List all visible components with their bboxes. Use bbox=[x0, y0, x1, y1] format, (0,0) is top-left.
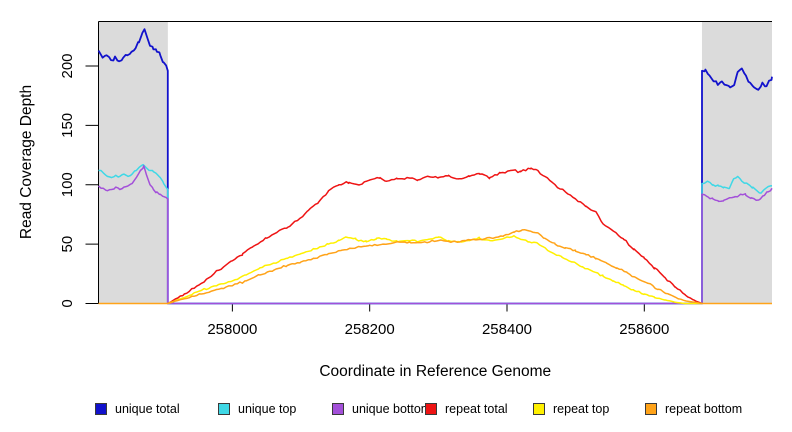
legend-swatch bbox=[218, 403, 230, 415]
legend-label: repeat total bbox=[445, 402, 508, 416]
legend: unique total unique top unique bottom repea… bbox=[0, 398, 792, 422]
legend-swatch bbox=[95, 403, 107, 415]
y-tick-label: 150 bbox=[59, 113, 76, 138]
y-axis-title: Read Coverage Depth bbox=[18, 85, 35, 239]
legend-swatch bbox=[332, 403, 344, 415]
legend-item-repeat-total: repeat total bbox=[425, 398, 508, 420]
legend-item-unique-top: unique top bbox=[218, 398, 296, 420]
legend-label: unique total bbox=[115, 402, 180, 416]
series-line-repeat-total bbox=[167, 167, 703, 305]
x-tick-label: 258000 bbox=[207, 321, 257, 338]
x-tick-label: 258400 bbox=[482, 321, 532, 338]
legend-label: repeat top bbox=[553, 402, 610, 416]
series-line-unique-bottom bbox=[97, 165, 773, 305]
series-line-repeat-bottom bbox=[98, 228, 772, 305]
series-line-unique-total bbox=[97, 28, 773, 305]
legend-swatch bbox=[645, 403, 657, 415]
x-tick-label: 258200 bbox=[345, 321, 395, 338]
legend-label: unique bottom bbox=[352, 402, 432, 416]
y-tick-label: 0 bbox=[59, 299, 76, 307]
legend-swatch bbox=[533, 403, 545, 415]
x-axis-title: Coordinate in Reference Genome bbox=[319, 363, 551, 380]
legend-item-unique-total: unique total bbox=[95, 398, 180, 420]
legend-item-repeat-top: repeat top bbox=[533, 398, 609, 420]
highlight-region bbox=[98, 21, 168, 304]
legend-label: repeat bottom bbox=[665, 402, 743, 416]
legend-label: unique top bbox=[238, 402, 297, 416]
y-tick-label: 50 bbox=[59, 236, 76, 253]
y-tick-label: 100 bbox=[59, 172, 76, 197]
x-tick-label: 258600 bbox=[619, 321, 669, 338]
series-line-repeat-top bbox=[167, 235, 702, 305]
legend-item-unique-bottom: unique bottom bbox=[332, 398, 431, 420]
highlight-region bbox=[701, 21, 772, 304]
legend-item-repeat-bottom: repeat bottom bbox=[645, 398, 742, 420]
legend-swatch bbox=[425, 403, 437, 415]
y-tick-label: 200 bbox=[59, 53, 76, 78]
